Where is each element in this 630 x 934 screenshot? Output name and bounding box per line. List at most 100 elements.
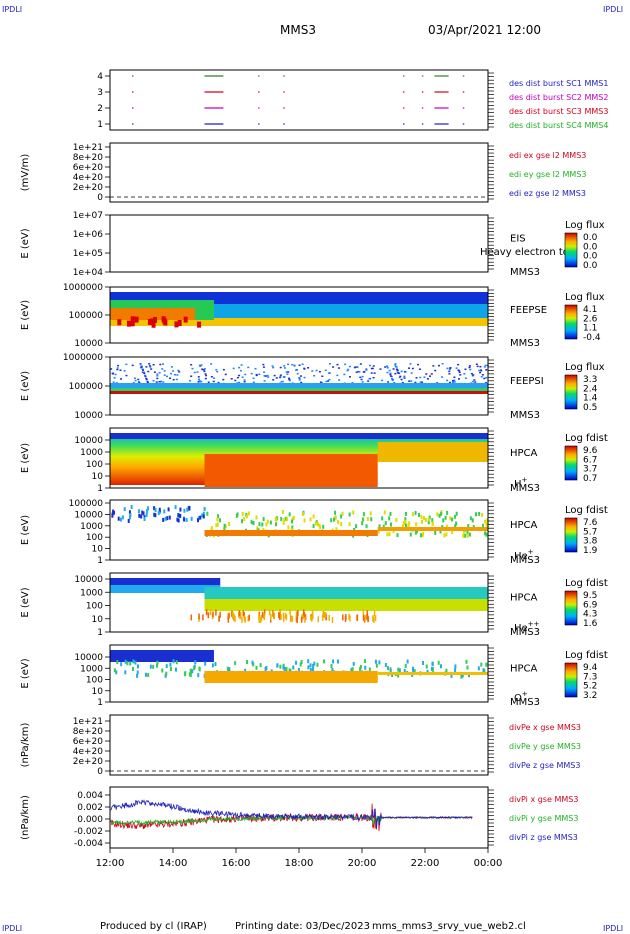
- spectrogram-cell: [431, 521, 434, 526]
- spectrogram-cell: [331, 668, 334, 673]
- spectrogram-cell: [163, 509, 166, 514]
- spectrogram-cell: [299, 662, 302, 667]
- colorbar-tick-label: 3.7: [583, 465, 597, 475]
- spectrogram-cell: [126, 320, 131, 327]
- legend-entry: divPe z gse MMS3: [509, 761, 580, 770]
- spectrogram-cell: [323, 612, 326, 619]
- spectrogram-cell: [464, 377, 467, 379]
- spectrogram-cell: [209, 609, 212, 616]
- spectrogram-cell: [307, 367, 310, 369]
- species-label: He++: [514, 620, 540, 634]
- spectrogram-cell: [470, 372, 473, 375]
- spectrogram-cell: [204, 373, 207, 375]
- y-tick-label: 1: [97, 556, 103, 566]
- spectrogram-cell: [126, 661, 129, 666]
- spectrogram-cell: [314, 521, 317, 526]
- spectrogram-cell: [262, 517, 265, 522]
- spectrogram-cell: [112, 372, 115, 375]
- spectrogram-cell: [117, 516, 120, 521]
- spectrogram-cell: [228, 521, 231, 526]
- y-tick-label: 1000: [80, 588, 103, 598]
- spectrogram-cell: [213, 377, 216, 379]
- spectrogram-cell: [393, 382, 396, 384]
- spectrogram-cell: [279, 375, 282, 378]
- y-tick-label: 10000: [74, 510, 103, 520]
- spectrogram-band: [110, 318, 488, 326]
- spectrogram-cell: [165, 664, 168, 669]
- y-tick-label: 10000: [74, 339, 103, 349]
- spectrogram-cell: [399, 375, 402, 378]
- spectrogram-cell: [307, 665, 310, 670]
- spectrogram-patch: [110, 308, 196, 320]
- spectrogram-cell: [469, 516, 472, 521]
- spectrogram-cell: [454, 667, 457, 672]
- spectrogram-cell: [263, 613, 265, 620]
- spectrogram-cell: [443, 533, 446, 538]
- spectrogram-cell: [381, 516, 384, 521]
- spectrogram-cell: [139, 363, 142, 365]
- spectrogram-cell: [124, 659, 127, 664]
- spectrogram-cell: [140, 365, 143, 367]
- spectrogram-cell: [199, 515, 202, 520]
- colorbar-tick-label: 2.4: [583, 384, 598, 394]
- spectrogram-cell: [324, 611, 327, 618]
- spectrogram-cell: [298, 364, 301, 367]
- panel-frame: [109, 427, 489, 489]
- spectrogram-cell: [252, 381, 255, 383]
- legend-entry: edi ey gse l2 MMS3: [509, 170, 587, 179]
- spectrogram-cell: [116, 660, 119, 665]
- spectrogram-cell: [364, 614, 366, 621]
- spectrogram-cell: [474, 512, 477, 517]
- spectrogram-cell: [165, 671, 168, 676]
- y-tick-label: 10000: [74, 436, 103, 446]
- spectrogram-patch: [204, 454, 378, 487]
- spectrogram-cell: [156, 373, 159, 375]
- x-tick-label: 16:00: [222, 858, 251, 869]
- panel-frame: [109, 644, 489, 703]
- spectrogram-cell: [328, 372, 331, 374]
- spectrogram-cell: [203, 370, 206, 373]
- spectrogram-cell: [377, 529, 380, 534]
- overlap-label: Heavy electron to: [480, 247, 569, 258]
- spectrogram-cell: [398, 372, 401, 375]
- spectrogram-cell: [276, 663, 279, 668]
- footer-script: mms_mms3_srvy_vue_web2.cl: [372, 921, 526, 932]
- spectrogram-cell: [130, 505, 133, 510]
- spectrogram-cell: [465, 659, 468, 664]
- spectrogram-cell: [173, 373, 176, 376]
- spectrogram-cell: [362, 609, 365, 616]
- spectrogram-cell: [481, 523, 484, 528]
- spectrogram-cell: [462, 529, 465, 534]
- colorbar-title: Log flux: [565, 362, 605, 373]
- spectrogram-cell: [198, 666, 201, 671]
- colorbar-tick-label: 9.4: [583, 663, 598, 673]
- spectrogram-cell: [258, 373, 261, 376]
- spectrogram-cell: [285, 667, 288, 672]
- spectrogram-cell: [215, 609, 217, 616]
- spectrogram-cell: [321, 382, 324, 384]
- spectrogram-cell: [230, 378, 233, 380]
- spectrogram-cell: [441, 363, 444, 365]
- spectrogram-cell: [273, 613, 276, 620]
- spectrogram-cell: [131, 364, 134, 367]
- instrument-label: HPCA: [510, 520, 538, 531]
- spectrogram-cell: [288, 668, 291, 673]
- spectrogram-cell: [348, 613, 350, 620]
- spectrogram-cell: [210, 376, 213, 378]
- spectrogram-cell: [142, 371, 145, 374]
- spectrogram-cell: [285, 614, 288, 621]
- spectrogram-cell: [386, 532, 389, 537]
- spectrogram-cell: [291, 516, 294, 521]
- spectrogram-cell: [400, 370, 403, 373]
- spectrogram-cell: [309, 614, 312, 621]
- spectrogram-cell: [451, 517, 454, 522]
- spectrogram-cell: [236, 376, 239, 379]
- spectrogram-cell: [290, 519, 293, 524]
- spectrogram-cell: [367, 616, 369, 623]
- spectrogram-band: [204, 530, 378, 536]
- spectrogram-cell: [350, 668, 353, 673]
- spectrogram-cell: [161, 316, 166, 323]
- spectrogram-cell: [384, 521, 387, 526]
- spectrogram-cell: [280, 380, 283, 383]
- spectrogram-cell: [394, 364, 397, 366]
